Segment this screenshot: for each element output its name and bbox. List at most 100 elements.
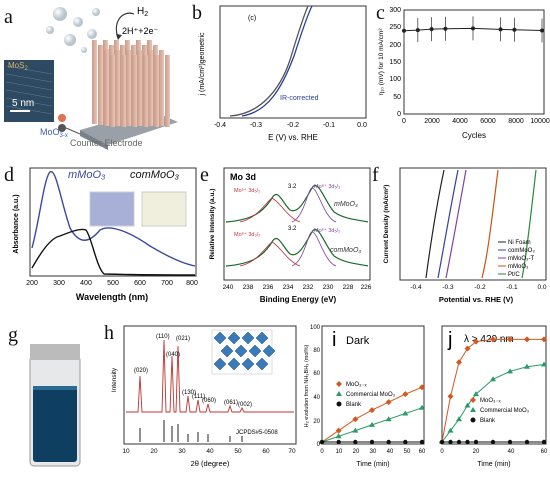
series-moo3x-point [385, 399, 392, 406]
xtick: 60 [419, 449, 426, 455]
legend-marker [336, 391, 342, 396]
series-commercial-moo3-point [335, 433, 342, 439]
series-blank-point [473, 439, 479, 445]
x-axis-label: Binding Energy (eV) [260, 295, 337, 304]
series-moo3x-point [456, 359, 462, 366]
series-label: comMoO₃ [330, 247, 361, 254]
legend-item: MoO₃₋ₓ [480, 398, 501, 404]
series-label: mMoO₃ [334, 201, 358, 208]
curve-pt-c [521, 169, 537, 279]
xtick: 60 [541, 449, 548, 455]
x-axis-label: Time (min) [477, 461, 510, 468]
xtick: 236 [263, 284, 274, 291]
curve-mmoo3-t [445, 169, 467, 279]
data-point [443, 26, 448, 31]
xtick: 0.0 [357, 122, 367, 129]
x-axis-label: Time (min) [356, 461, 389, 468]
ytick: 250 [389, 24, 401, 31]
octahedron [262, 344, 276, 358]
series-moo3x-point [335, 427, 342, 434]
panel-h: h JCPDS#5-0508 (020) (110) (040) (021) (… [100, 316, 300, 473]
peak-label: (061) [224, 400, 238, 406]
xtick: 226 [361, 284, 372, 291]
xtick: 30 [178, 448, 186, 455]
ytick: 80 [313, 348, 320, 354]
commoo3-spectrum [31, 228, 196, 276]
series-commercial-moo3-point [369, 421, 375, 427]
series-moo3x-point [541, 336, 547, 343]
crystal-structure-inset [211, 329, 276, 375]
legend-marker [470, 417, 476, 423]
octahedron [234, 344, 248, 358]
nanopillar [165, 55, 170, 127]
x-ticks: -0.4 -0.3 -0.2 -0.1 0.0 [214, 122, 367, 129]
x-axis-label: 2θ (degree) [191, 459, 230, 468]
legend-item: Blank [346, 402, 362, 408]
data-point [471, 26, 475, 31]
x-ticks: 200 300 400 500 600 700 800 [26, 280, 198, 287]
x-ticks: 0 20 40 60 [440, 449, 548, 455]
octahedron [213, 357, 227, 371]
series-moo3x-point [369, 407, 375, 414]
nanopillars [92, 40, 170, 127]
peak-label: (130) [182, 390, 196, 396]
spectrum-mmoo3 [225, 185, 369, 223]
x-axis-label: Potential vs. RHE (V) [439, 295, 514, 304]
legend-item: MoO₃₋ₓ [346, 382, 367, 388]
eta-series-line [403, 27, 543, 32]
xtick: 50 [404, 449, 411, 455]
vial-cap [30, 344, 80, 360]
peak-label: Mo⁶⁺ 3d₅/₂ [314, 227, 340, 234]
xtick: 800 [186, 280, 198, 287]
plot-frame [123, 325, 297, 445]
x-ticks: 0 2000 4000 6000 8000 10000 [402, 118, 550, 125]
xtick: 10 [336, 449, 343, 455]
series-blank-point [369, 439, 375, 445]
series-blank-point [336, 439, 341, 445]
nanopillar [132, 55, 137, 127]
panel-e-chart: Mo 3d Mo⁵⁺ 3d₅/₂ Mo⁶⁺ 3d₅/₂ Mo⁶⁺ 3d₃/₂ M… [209, 167, 372, 304]
panel-label-f: f [372, 164, 379, 186]
y-axis-label: j (mA/cm²)geometric [199, 32, 206, 97]
legend-marker [336, 401, 342, 407]
xtick: -0.1 [506, 284, 518, 291]
split-label: 3.2 [288, 184, 297, 190]
inner-tag: (c) [248, 15, 256, 22]
peak-label: (021) [176, 336, 190, 342]
xtick: -0.1 [323, 122, 335, 129]
xtick: -0.2 [474, 284, 486, 291]
octahedron [241, 357, 255, 371]
panel-c: c 0 2000 4000 6000 8000 10000 0 50 100 1… [374, 0, 550, 150]
series-moo3x-point [524, 336, 530, 343]
xtick: 40 [508, 449, 515, 455]
nanopillar [154, 55, 159, 127]
legend-item: mMoO₃ [508, 264, 529, 270]
series-moo3x-point [447, 393, 454, 400]
panel-g: g [0, 316, 100, 473]
octahedron [248, 344, 262, 358]
xtick: 20 [150, 448, 158, 455]
legend-commoo3: comMoO₃ [130, 169, 180, 181]
reaction-arrow [115, 12, 135, 39]
series-blank-point [524, 439, 530, 445]
xtick: 240 [223, 284, 234, 291]
panel-d: d mMoO₃ comMoO₃ 200 300 400 500 600 700 … [0, 158, 200, 308]
series-blank-point [541, 439, 547, 445]
chart-title: Mo 3d [230, 172, 256, 182]
mos2-label: MoS2 [8, 61, 28, 72]
nanopillar [98, 45, 103, 125]
fit-peak [291, 231, 337, 267]
series-commercial-moo3-point [419, 404, 425, 410]
panel-h-chart: JCPDS#5-0508 (020) (110) (040) (021) (13… [111, 325, 297, 468]
mmoo3-powder-photo [89, 191, 135, 227]
xtick: 60 [262, 448, 270, 455]
xrd-pattern [126, 339, 294, 413]
nanopillar [148, 50, 153, 126]
y-axis-label: Intensity [111, 367, 118, 392]
ytick: 100 [389, 76, 401, 83]
nanopillar [126, 50, 131, 126]
panel-a: a H2 2H⁺+2e⁻ MoS2 5 nm MoO3-x [0, 0, 180, 150]
series-moo3x-point [419, 384, 425, 391]
panel-e: e Mo 3d Mo⁵⁺ 3d₅/₂ Mo⁶⁺ 3d₅/₂ Mo⁶⁺ 3d₃/₂… [200, 158, 372, 308]
x-axis-label: Cycles [462, 131, 486, 140]
